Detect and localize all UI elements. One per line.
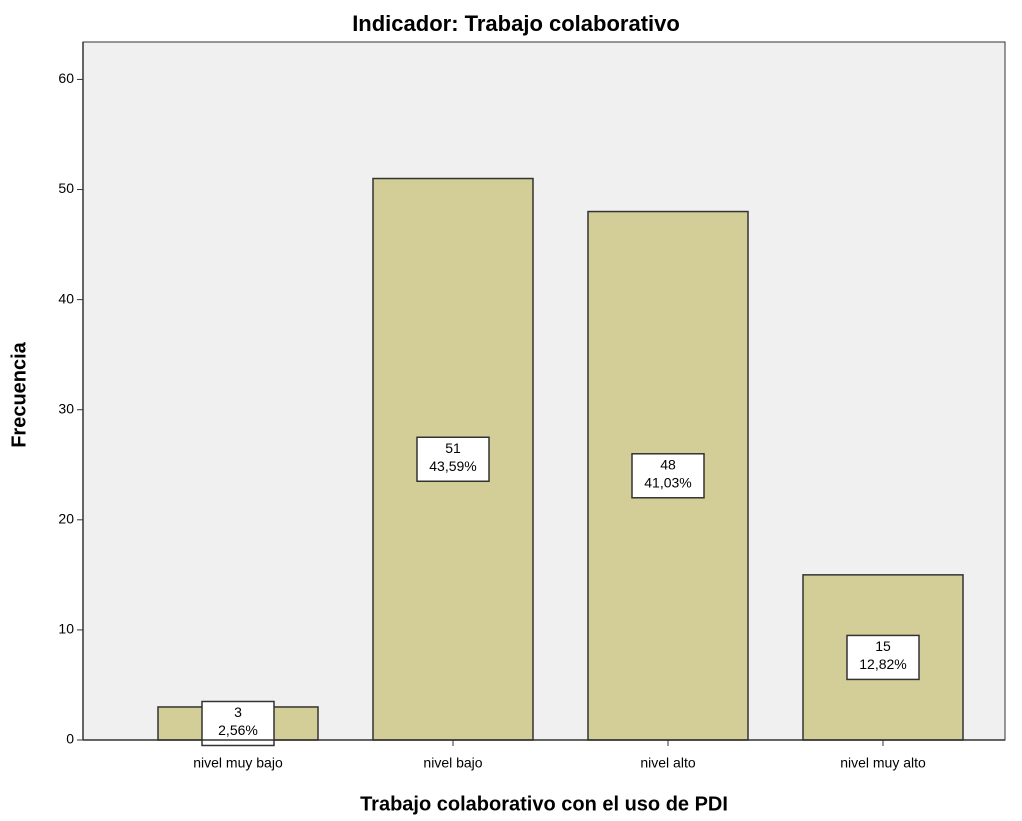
x-tick-label: nivel bajo — [423, 755, 482, 771]
y-tick-label: 40 — [58, 290, 74, 306]
data-label-percent: 2,56% — [218, 722, 258, 738]
data-label-percent: 41,03% — [644, 474, 691, 490]
y-tick-label: 20 — [58, 511, 74, 527]
x-tick-label: nivel alto — [640, 755, 695, 771]
y-tick-label: 0 — [66, 731, 74, 747]
x-axis-title: Trabajo colaborativo con el uso de PDI — [360, 793, 728, 815]
data-label-box — [846, 634, 920, 681]
data-label: 48 — [660, 456, 676, 472]
y-tick-label: 50 — [58, 180, 74, 196]
x-tick-label: nivel muy bajo — [193, 755, 283, 771]
y-tick-label: 10 — [58, 621, 74, 637]
x-tick-label: nivel muy alto — [840, 755, 926, 771]
data-label: 15 — [875, 638, 891, 654]
chart-title: Indicador: Trabajo colaborativo — [352, 11, 680, 36]
y-tick-label: 60 — [58, 70, 74, 86]
data-label-box — [201, 700, 275, 747]
data-label: 51 — [445, 440, 461, 456]
data-label-box — [631, 453, 705, 499]
data-label: 3 — [234, 704, 242, 720]
y-axis-title: Frecuencia — [8, 341, 30, 447]
y-tick-label: 30 — [58, 400, 74, 416]
data-label-percent: 43,59% — [429, 458, 476, 474]
data-label-percent: 12,82% — [859, 656, 906, 672]
data-label-box — [416, 436, 490, 483]
